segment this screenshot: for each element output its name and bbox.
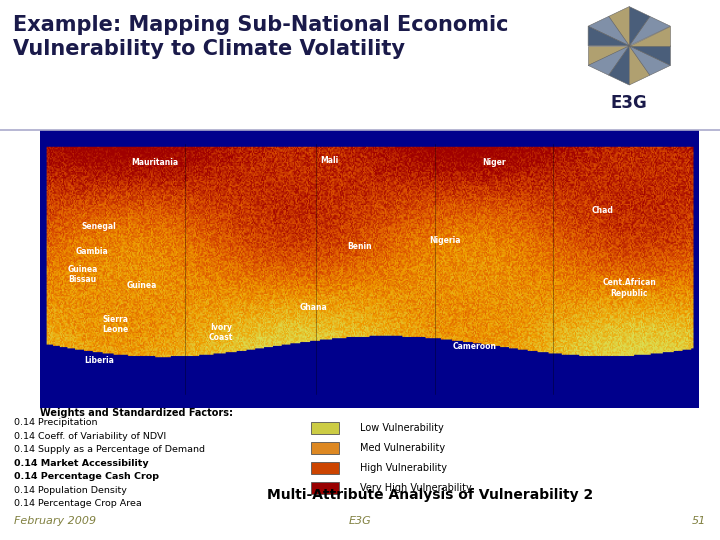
Text: Low Vulnerability: Low Vulnerability (360, 423, 444, 434)
Text: 0.14 Supply as a Percentage of Demand: 0.14 Supply as a Percentage of Demand (14, 446, 205, 454)
Polygon shape (629, 46, 670, 65)
Polygon shape (629, 6, 650, 46)
Polygon shape (629, 26, 670, 46)
Text: 0.14 Population Density: 0.14 Population Density (14, 486, 127, 495)
Text: Very High Vulnerability: Very High Vulnerability (360, 483, 472, 494)
Text: Mali: Mali (320, 156, 338, 165)
Text: 0.14 Precipitation: 0.14 Precipitation (14, 418, 98, 427)
Text: Guinea
Bissau: Guinea Bissau (67, 265, 98, 284)
Polygon shape (608, 6, 629, 46)
Text: 0.14 Percentage Cash Crop: 0.14 Percentage Cash Crop (14, 472, 159, 481)
Polygon shape (588, 16, 629, 46)
Polygon shape (629, 16, 670, 46)
Text: Chad: Chad (592, 206, 614, 215)
Text: 0.14 Coeff. of Variability of NDVI: 0.14 Coeff. of Variability of NDVI (14, 432, 166, 441)
Text: February 2009: February 2009 (14, 516, 96, 526)
Text: Senegal: Senegal (81, 222, 116, 232)
Text: Benin: Benin (347, 242, 372, 251)
Text: High Vulnerability: High Vulnerability (360, 463, 447, 474)
FancyBboxPatch shape (310, 482, 339, 494)
Text: E3G: E3G (348, 516, 372, 526)
Text: Cameroon: Cameroon (452, 342, 496, 351)
Text: Nigeria: Nigeria (429, 237, 461, 245)
Text: Ghana: Ghana (299, 303, 327, 312)
FancyBboxPatch shape (310, 422, 339, 434)
Text: Multi-Attribute Analysis of Vulnerability 2: Multi-Attribute Analysis of Vulnerabilit… (267, 488, 594, 502)
Text: Example: Mapping Sub-National Economic
Vulnerability to Climate Volatility: Example: Mapping Sub-National Economic V… (13, 15, 508, 59)
Text: Weights and Standardized Factors:: Weights and Standardized Factors: (40, 408, 233, 418)
Text: Liberia: Liberia (84, 356, 114, 365)
Polygon shape (629, 46, 650, 85)
FancyBboxPatch shape (310, 462, 339, 474)
Text: Mauritania: Mauritania (131, 158, 179, 167)
Text: 51: 51 (691, 516, 706, 526)
Polygon shape (588, 46, 629, 75)
Text: 0.14 Market Accessibility: 0.14 Market Accessibility (14, 459, 149, 468)
Polygon shape (588, 26, 629, 46)
Polygon shape (588, 46, 629, 65)
Text: Guinea: Guinea (127, 281, 157, 290)
Text: Niger: Niger (482, 158, 506, 167)
Text: Ivory
Coast: Ivory Coast (209, 323, 233, 342)
Text: Gambia: Gambia (76, 247, 109, 256)
Text: Med Vulnerability: Med Vulnerability (360, 443, 445, 454)
Polygon shape (629, 46, 670, 75)
Text: 0.14 Percentage Crop Area: 0.14 Percentage Crop Area (14, 500, 142, 508)
Polygon shape (608, 46, 629, 85)
FancyBboxPatch shape (310, 442, 339, 454)
Text: Cent.African
Republic: Cent.African Republic (603, 279, 656, 298)
Text: Sierra
Leone: Sierra Leone (102, 315, 128, 334)
Text: E3G: E3G (611, 94, 648, 112)
